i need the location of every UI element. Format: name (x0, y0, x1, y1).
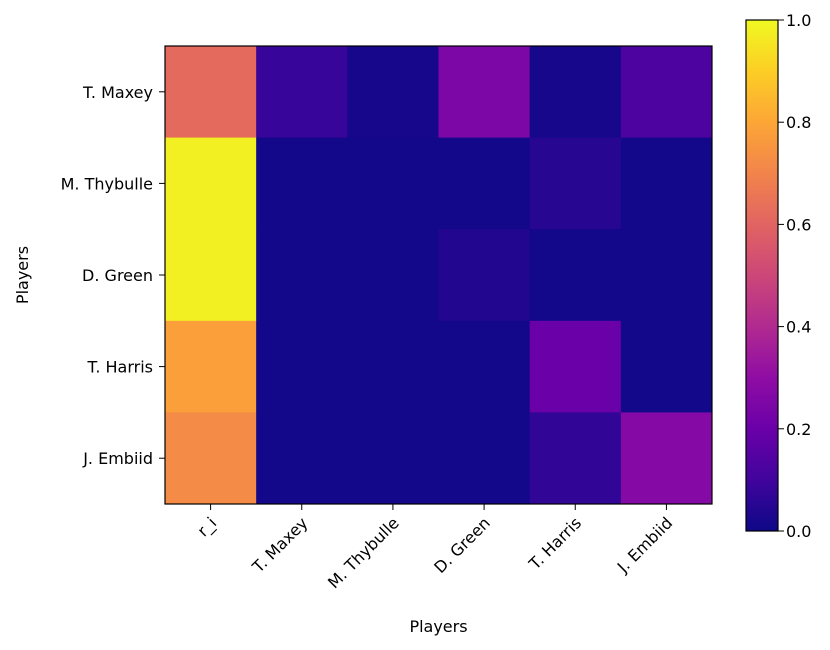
colorbar-tick-label: 0.6 (786, 215, 811, 234)
heatmap-cell (165, 320, 257, 413)
x-tick-label: M. Thybulle (324, 513, 403, 592)
heatmap-cell (256, 412, 348, 505)
heatmap-cell (165, 412, 257, 505)
heatmap-cell (438, 320, 531, 413)
y-axis-ticks: T. Maxey M. Thybulle D. Green T. Harris J. E… (61, 83, 165, 468)
x-tick-label: T. Maxey (248, 513, 312, 577)
x-axis-label: Players (409, 617, 467, 636)
colorbar-ticks: 0.0 0.2 0.4 0.6 0.8 1.0 (778, 11, 811, 541)
heatmap-cell (256, 320, 348, 413)
heatmap-cell (256, 46, 348, 139)
heatmap-cell (529, 46, 622, 139)
colorbar-tick-label: 0.0 (786, 522, 811, 541)
colorbar (745, 19, 779, 532)
heatmap-cell (256, 137, 348, 230)
heatmap-cell (620, 320, 713, 413)
y-tick-label: D. Green (82, 266, 153, 285)
heatmap-cell (165, 229, 257, 322)
heatmap-cell (529, 137, 622, 230)
x-tick-label: D. Green (430, 513, 494, 577)
heatmap-cell (165, 137, 257, 230)
x-tick-label: r_i (194, 513, 222, 541)
y-tick-label: M. Thybulle (61, 174, 153, 193)
colorbar-tick-label: 0.2 (786, 420, 811, 439)
colorbar-tick-label: 0.4 (786, 318, 811, 337)
heatmap-cell (529, 320, 622, 413)
heatmap-cell (438, 137, 531, 230)
x-tick-label: T. Harris (525, 513, 585, 573)
heatmap-cell (620, 412, 713, 505)
heatmap-cells (165, 46, 713, 505)
heatmap-cell (347, 137, 439, 230)
y-tick-label: J. Embiid (82, 449, 153, 468)
colorbar-tick-label: 1.0 (786, 11, 811, 30)
heatmap-cell (347, 412, 439, 505)
heatmap-cell (529, 229, 622, 322)
heatmap-cell (620, 229, 713, 322)
heatmap-cell (620, 46, 713, 139)
heatmap-cell (438, 229, 531, 322)
y-tick-label: T. Maxey (82, 83, 153, 102)
y-axis-label: Players (13, 246, 32, 304)
heatmap-cell (529, 412, 622, 505)
heatmap-cell (347, 320, 439, 413)
y-tick-label: T. Harris (86, 358, 153, 377)
heatmap-cell (256, 229, 348, 322)
x-axis-ticks: r_i T. Maxey M. Thybulle D. Green T. Harris J… (194, 504, 676, 592)
heatmap-cell (347, 229, 439, 322)
heatmap-cell (620, 137, 713, 230)
heatmap-cell (347, 46, 439, 139)
heatmap-cell (438, 46, 531, 139)
heatmap-cell (165, 46, 257, 139)
x-tick-label: J. Embiid (613, 513, 676, 576)
heatmap-cell (438, 412, 531, 505)
colorbar-tick-label: 0.8 (786, 113, 811, 132)
